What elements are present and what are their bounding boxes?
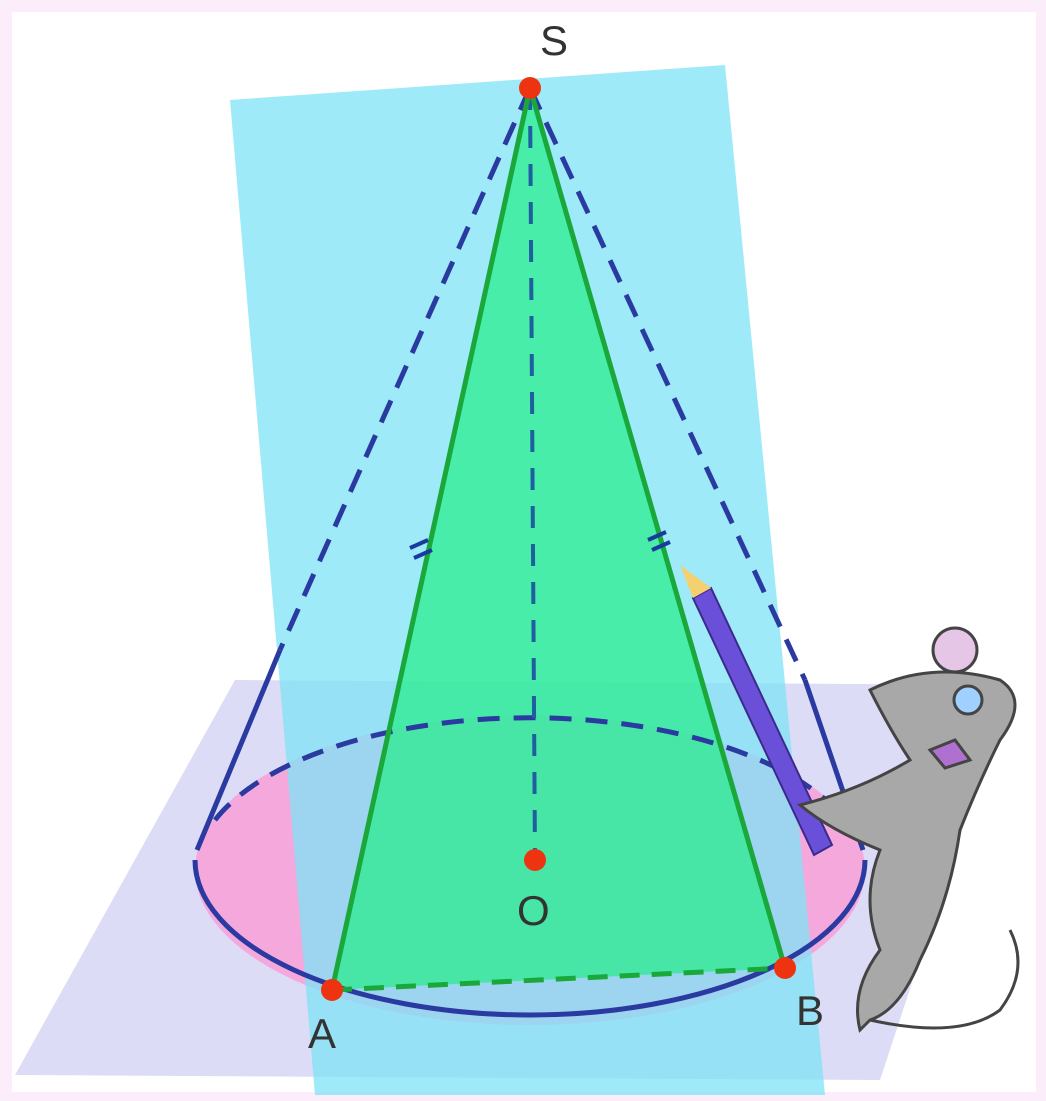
generatrix-left	[194, 649, 283, 851]
point-o	[524, 849, 546, 871]
pencil	[680, 565, 834, 857]
base-front-edge	[192, 859, 868, 1018]
axial-section	[332, 88, 785, 990]
label-s: S	[540, 17, 568, 64]
edge-sa	[329, 87, 533, 991]
point-b	[774, 957, 796, 979]
label-a: A	[308, 1010, 336, 1057]
point-a	[321, 979, 343, 1001]
label-b: B	[796, 987, 824, 1034]
base-back-edge	[213, 715, 847, 822]
cone-axis	[528, 87, 537, 861]
generatrix-left-hidden	[277, 86, 533, 652]
edge-sb	[527, 87, 788, 969]
edge-ab	[331, 965, 786, 993]
label-o: O	[517, 887, 550, 934]
point-s	[519, 77, 541, 99]
equal-marks	[409, 530, 671, 560]
generatrix-right-hidden	[527, 86, 808, 682]
mouse-illustration	[796, 626, 1020, 1033]
